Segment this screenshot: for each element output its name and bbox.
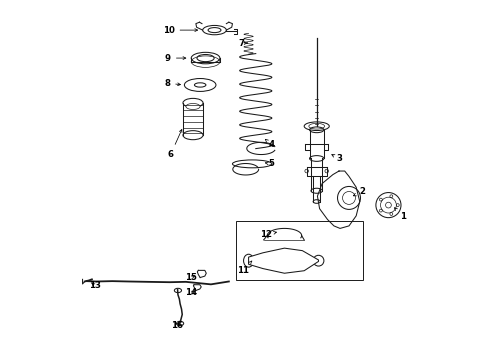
Text: 7: 7 bbox=[238, 39, 247, 48]
Ellipse shape bbox=[186, 103, 200, 109]
Text: 8: 8 bbox=[164, 79, 180, 88]
Text: 11: 11 bbox=[237, 261, 252, 275]
Text: 3: 3 bbox=[332, 154, 342, 163]
Text: 14: 14 bbox=[185, 288, 197, 297]
Text: 2: 2 bbox=[353, 187, 366, 196]
Text: 6: 6 bbox=[168, 130, 182, 159]
Ellipse shape bbox=[244, 254, 254, 267]
Ellipse shape bbox=[285, 256, 292, 265]
Text: 12: 12 bbox=[261, 230, 276, 239]
Text: 13: 13 bbox=[89, 281, 101, 290]
Ellipse shape bbox=[313, 255, 324, 266]
Text: 4: 4 bbox=[265, 139, 274, 149]
Text: 5: 5 bbox=[266, 159, 274, 168]
Text: 1: 1 bbox=[394, 208, 406, 221]
Bar bbox=[236, 221, 364, 280]
Text: 9: 9 bbox=[165, 54, 186, 63]
Polygon shape bbox=[248, 248, 318, 273]
Text: 16: 16 bbox=[171, 321, 183, 330]
Text: 10: 10 bbox=[163, 26, 197, 35]
Text: 15: 15 bbox=[185, 273, 197, 282]
